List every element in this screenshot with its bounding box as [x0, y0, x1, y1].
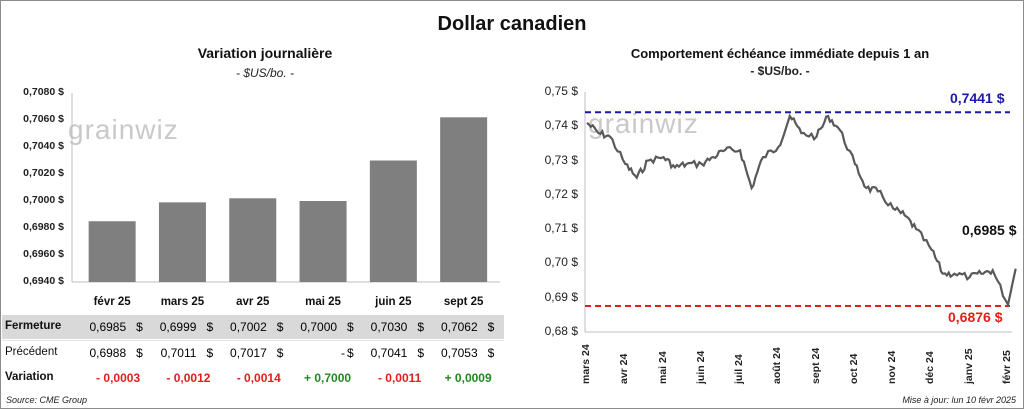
left-y-tick: 0,7060 $ — [23, 113, 64, 125]
table-row-precedent: Précédent $0,6988 $0,7011 $0,7017 $ - $0,7041… — [2, 341, 504, 365]
right-y-tick: 0,72 $ — [544, 186, 578, 201]
bar — [158, 202, 206, 282]
left-chart-subtitle: - $US/bo. - — [235, 66, 295, 80]
table-cell-currency: $ — [417, 346, 425, 360]
table-cell: 0,7041 — [370, 346, 408, 360]
table-cell-currency: $ — [487, 320, 495, 334]
last-value-label: 0,6985 $ — [962, 222, 1017, 238]
bar — [229, 198, 277, 282]
table-cell-currency: $ — [206, 320, 214, 334]
row-label-variation: Variation — [5, 371, 54, 383]
right-y-tick: 0,70 $ — [544, 255, 578, 270]
right-chart-title: Comportement échéance immédiate depuis 1… — [630, 46, 930, 61]
main-title: Dollar canadien — [437, 13, 587, 35]
low-label: 0,6876 $ — [948, 308, 1003, 325]
table-cell-currency: $ — [136, 346, 143, 360]
right-y-tick: 0,75 $ — [544, 84, 578, 98]
table-cell: 0,7011 — [160, 346, 197, 360]
table-cell: + 0,7000 — [304, 371, 352, 385]
table-cell-currency: $ — [136, 320, 143, 334]
left-y-tick: 0,7020 $ — [23, 167, 64, 179]
table-cell-currency: $ — [347, 320, 354, 334]
table-divider — [2, 340, 504, 341]
right-y-tick: 0,73 $ — [544, 152, 578, 167]
bar — [299, 201, 347, 282]
row-label-precedent: Précédent — [5, 346, 58, 358]
table-row-fermeture: Fermeture $0,6985 $0,6999 $0,7002 $0,7000 $0… — [2, 315, 504, 339]
left-watermark: grainwiz — [68, 114, 179, 145]
table-cell: 0,6988 — [89, 346, 127, 360]
table-cell: - 0,0011 — [377, 371, 422, 385]
right-y-tick: 0,71 $ — [544, 221, 578, 236]
category-label: sept 25 — [443, 296, 484, 308]
table-cell: 0,7030 — [370, 320, 408, 334]
left-chart-title: Variation journalière — [197, 45, 333, 61]
left-y-tick: 0,6980 $ — [23, 221, 64, 233]
table-cell-currency: $ — [347, 346, 354, 360]
left-y-tick: 0,7040 $ — [23, 140, 64, 152]
table-cell: + 0,0009 — [444, 371, 492, 385]
table-cell: 0,7000 — [300, 320, 338, 334]
table-cell-currency: $ — [206, 346, 214, 360]
right-y-tick: 0,69 $ — [544, 289, 578, 304]
table-cell-currency: $ — [487, 346, 495, 360]
table-cell: - — [341, 346, 346, 360]
table-cell-currency: $ — [276, 320, 284, 334]
category-label: avr 25 — [236, 296, 270, 308]
table-cell: - 0,0003 — [96, 371, 141, 385]
table-cell: 0,7053 — [440, 346, 478, 360]
table-cell: 0,7062 — [440, 320, 478, 334]
table-cell: 0,6999 — [159, 320, 197, 334]
left-y-tick: 0,6960 $ — [23, 248, 64, 260]
bar — [440, 117, 488, 282]
left-bar-chart — [71, 93, 500, 283]
category-label: mai 25 — [305, 296, 341, 308]
category-label: févr 25 — [93, 296, 131, 308]
left-y-tick: 0,7080 $ — [23, 86, 64, 98]
left-y-tick: 0,6940 $ — [23, 275, 64, 287]
table-cell: - 0,0012 — [166, 371, 211, 385]
left-y-tick: 0,7000 $ — [23, 194, 64, 206]
table-cell: - 0,0014 — [236, 371, 281, 385]
row-label-fermeture: Fermeture — [5, 320, 62, 332]
update-note: Mise à jour: lun 10 févr 2025 — [902, 395, 1016, 405]
right-chart-subtitle: - $US/bo. - — [750, 64, 810, 78]
right-y-tick: 0,68 $ — [544, 324, 578, 338]
table-cell: 0,7017 — [230, 346, 267, 360]
bar — [88, 221, 136, 282]
table-cell: 0,6985 — [89, 320, 127, 334]
source-note: Source: CME Group — [6, 395, 88, 405]
table-cell-currency: $ — [276, 346, 284, 360]
right-y-tick: 0,74 $ — [544, 118, 578, 133]
table-cell: 0,7002 — [230, 320, 267, 334]
price-series-line — [586, 113, 1017, 308]
high-label: 0,7441 $ — [950, 90, 1005, 107]
category-label: juin 25 — [375, 296, 412, 308]
bar — [369, 160, 417, 282]
table-row-variation: Variation - 0,0003 - 0,0012 - 0,0014 + 0,70… — [2, 366, 504, 390]
category-label: mars 25 — [160, 296, 205, 308]
table-cell-currency: $ — [417, 320, 425, 334]
